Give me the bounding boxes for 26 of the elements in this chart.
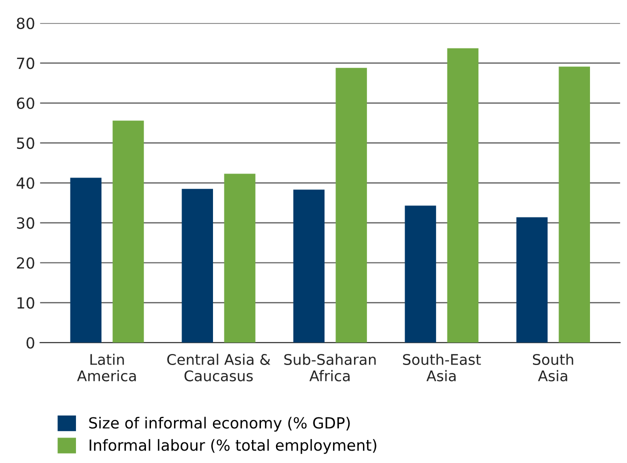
y-tick-label: 50 — [17, 137, 34, 149]
y-tick-label: 60 — [16, 97, 34, 110]
x-tick-label: Latin America — [77, 354, 136, 382]
legend-label: Informal labour (% total employment) — [90, 439, 376, 454]
y-tick-label: 30 — [16, 217, 34, 229]
bar — [293, 190, 325, 343]
y-tick-label: 70 — [17, 58, 34, 70]
y-tick-label: 0 — [26, 337, 34, 349]
y-tick-label: 80 — [16, 18, 34, 30]
legend-label: Size of informal economy (% GDP) — [89, 416, 350, 432]
bar — [558, 66, 590, 343]
bar — [70, 178, 102, 343]
bar — [404, 206, 436, 343]
bar — [182, 188, 214, 343]
bar — [516, 217, 548, 343]
y-tick-label: 40 — [16, 177, 34, 189]
y-tick-label: 20 — [16, 257, 34, 269]
x-tick-label: South Asia — [532, 354, 574, 382]
y-tick-label: 10 — [18, 297, 34, 309]
x-tick-label: South-East Asia — [403, 354, 481, 382]
bar — [336, 68, 367, 343]
x-tick-label: Sub-Saharan Africa — [284, 354, 376, 382]
bar — [447, 48, 478, 343]
x-tick-label: Central Asia & Caucasus — [167, 354, 270, 382]
bar — [224, 174, 256, 343]
bar — [112, 120, 144, 343]
